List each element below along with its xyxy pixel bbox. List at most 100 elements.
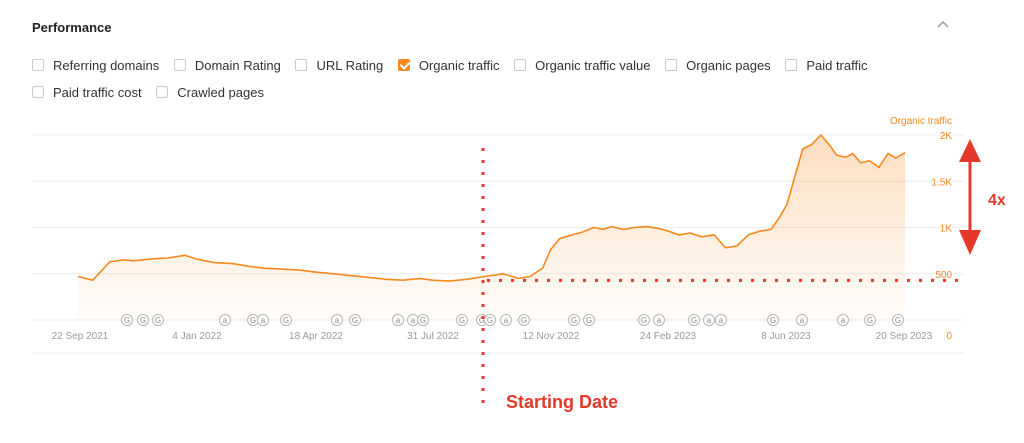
metric-referring-domains[interactable]: Referring domains: [32, 55, 159, 75]
google-update-marker[interactable]: G: [688, 314, 700, 326]
series-line: [77, 133, 906, 282]
svg-text:a: a: [335, 316, 340, 325]
metric-domain-rating[interactable]: Domain Rating: [173, 55, 281, 75]
checkbox[interactable]: [173, 59, 186, 71]
annotation-marker[interactable]: a: [796, 314, 808, 326]
metric-organic-traffic[interactable]: Organic traffic: [397, 55, 500, 75]
google-update-marker[interactable]: G: [638, 314, 650, 326]
x-tick-label: 20 Sep 2023: [876, 331, 933, 342]
metric-label: Organic pages: [686, 57, 771, 73]
annotation-marker[interactable]: a: [219, 314, 231, 326]
metric-url-rating[interactable]: URL Rating: [295, 55, 383, 75]
google-update-marker[interactable]: G: [280, 314, 292, 326]
svg-text:G: G: [420, 316, 426, 325]
arrow-up-icon: [959, 139, 981, 162]
y-tick-label: 1K: [940, 224, 953, 235]
x-tick-label: 24 Feb 2023: [640, 331, 697, 342]
growth-label: 4x: [988, 192, 1006, 209]
metric-label: Referring domains: [53, 57, 160, 73]
chevron-up-icon[interactable]: [936, 18, 950, 32]
annotation-marker[interactable]: a: [703, 314, 715, 326]
svg-text:a: a: [223, 316, 228, 325]
google-update-marker[interactable]: G: [484, 314, 496, 326]
google-update-marker[interactable]: G: [417, 314, 429, 326]
google-update-marker[interactable]: G: [767, 314, 779, 326]
metric-label: Crawled pages: [177, 84, 264, 100]
x-tick-label: 4 Jan 2022: [172, 331, 222, 342]
metric-crawled-pages[interactable]: Crawled pages: [156, 82, 264, 102]
checkbox[interactable]: [514, 59, 527, 71]
svg-text:a: a: [396, 316, 401, 325]
svg-text:a: a: [261, 316, 266, 325]
metric-organic-pages[interactable]: Organic pages: [665, 55, 771, 75]
google-update-marker[interactable]: G: [349, 314, 361, 326]
series-label: Organic traffic: [890, 116, 952, 127]
checkbox[interactable]: [665, 59, 678, 71]
svg-text:a: a: [657, 316, 662, 325]
checkbox-checked[interactable]: [397, 59, 410, 71]
y-tick-label: 500: [935, 270, 952, 281]
x-tick-label: 18 Apr 2022: [289, 331, 343, 342]
svg-text:a: a: [719, 316, 724, 325]
metric-paid-traffic[interactable]: Paid traffic: [785, 55, 868, 75]
svg-text:G: G: [770, 316, 776, 325]
metric-label: Paid traffic cost: [53, 84, 142, 100]
svg-text:G: G: [487, 316, 493, 325]
metric-paid-traffic-cost[interactable]: Paid traffic cost: [32, 82, 142, 102]
svg-text:G: G: [691, 316, 697, 325]
google-update-marker[interactable]: G: [518, 314, 530, 326]
svg-text:G: G: [283, 316, 289, 325]
svg-text:G: G: [571, 316, 577, 325]
svg-text:a: a: [707, 316, 712, 325]
checkbox[interactable]: [785, 59, 798, 71]
svg-text:G: G: [867, 316, 873, 325]
svg-text:a: a: [800, 316, 805, 325]
checkbox[interactable]: [156, 86, 169, 98]
google-update-marker[interactable]: G: [121, 314, 133, 326]
svg-text:G: G: [459, 316, 465, 325]
annotation-marker[interactable]: a: [500, 314, 512, 326]
checkbox[interactable]: [295, 59, 308, 71]
starting-date-label: Starting Date: [506, 392, 618, 412]
google-update-marker[interactable]: G: [247, 314, 259, 326]
x-tick-label: 31 Jul 2022: [407, 331, 459, 342]
svg-text:G: G: [352, 316, 358, 325]
svg-text:G: G: [140, 316, 146, 325]
metric-label: URL Rating: [316, 57, 384, 73]
google-update-marker[interactable]: G: [456, 314, 468, 326]
metric-label: Organic traffic value: [535, 57, 651, 73]
google-update-marker[interactable]: G: [137, 314, 149, 326]
metric-organic-traffic-value[interactable]: Organic traffic value: [514, 55, 651, 75]
svg-text:a: a: [504, 316, 509, 325]
y-tick-label: 0: [946, 331, 952, 342]
svg-text:a: a: [841, 316, 846, 325]
metric-label: Domain Rating: [194, 57, 281, 73]
annotation-marker[interactable]: a: [653, 314, 665, 326]
google-update-marker[interactable]: G: [568, 314, 580, 326]
google-update-marker[interactable]: G: [583, 314, 595, 326]
metric-selector: Referring domains Domain Rating URL Rati…: [32, 55, 962, 109]
annotation-marker[interactable]: a: [407, 314, 419, 326]
metric-label: Paid traffic: [806, 57, 868, 73]
google-update-marker[interactable]: G: [892, 314, 904, 326]
svg-text:a: a: [411, 316, 416, 325]
svg-text:G: G: [155, 316, 161, 325]
x-tick-label: 12 Nov 2022: [523, 331, 580, 342]
metric-label: Organic traffic: [418, 57, 500, 73]
annotation-marker[interactable]: a: [715, 314, 727, 326]
google-update-marker[interactable]: G: [152, 314, 164, 326]
y-tick-label: 2K: [940, 131, 953, 142]
checkbox[interactable]: [32, 86, 44, 98]
google-update-marker[interactable]: G: [864, 314, 876, 326]
checkbox[interactable]: [32, 59, 44, 71]
annotation-marker[interactable]: a: [331, 314, 343, 326]
svg-text:G: G: [250, 316, 256, 325]
annotation-marker[interactable]: a: [837, 314, 849, 326]
svg-text:G: G: [521, 316, 527, 325]
x-tick-label: 8 Jun 2023: [761, 331, 811, 342]
x-tick-label: 22 Sep 2021: [52, 331, 109, 342]
arrow-down-icon: [959, 230, 981, 255]
annotation-marker[interactable]: a: [392, 314, 404, 326]
annotation-marker[interactable]: a: [257, 314, 269, 326]
